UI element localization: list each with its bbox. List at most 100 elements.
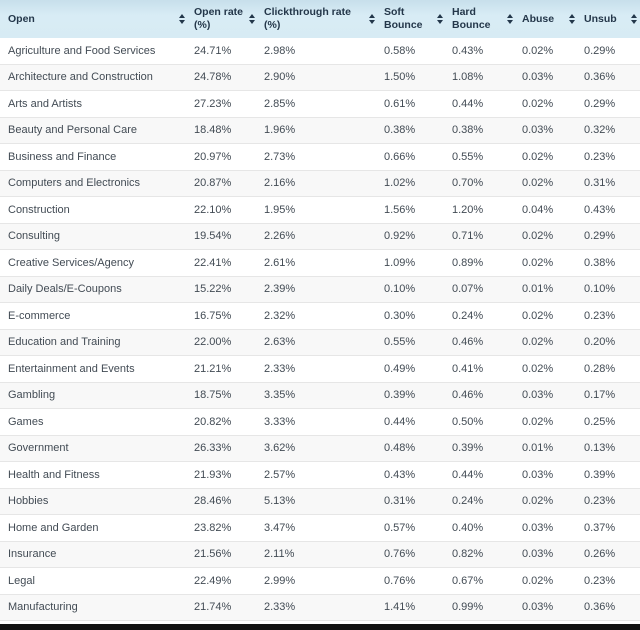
column-header-soft-bounce[interactable]: Soft Bounce (378, 0, 446, 38)
industry-name-cell: Education and Training (0, 329, 188, 356)
column-header-open-rate[interactable]: Open rate (%) (188, 0, 258, 38)
sort-icon[interactable] (631, 14, 637, 24)
abuse-cell: 0.03% (516, 382, 578, 409)
soft-bounce-cell: 0.55% (378, 329, 446, 356)
sort-icon[interactable] (569, 14, 575, 24)
hard-bounce-cell: 0.99% (446, 594, 516, 621)
sort-icon[interactable] (179, 14, 185, 24)
table-row: Creative Services/Agency 22.41% 2.61% 1.09%… (0, 249, 640, 277)
table-row: Architecture and Construction 24.78% 2.90%… (0, 64, 640, 91)
column-header-clickthrough-rate[interactable]: Clickthrough rate (%) (258, 0, 378, 38)
table-body: Agriculture and Food Services 24.71% 2.98%… (0, 38, 640, 621)
table-row: E-commerce 16.75% 2.32% 0.30% 0.24% 0.02% 0.23… (0, 302, 640, 330)
abuse-cell: 0.01% (516, 435, 578, 462)
column-label: Abuse (522, 12, 555, 25)
soft-bounce-cell: 0.43% (378, 461, 446, 489)
unsub-cell: 0.36% (578, 594, 640, 621)
clickthrough-rate-cell: 1.95% (258, 196, 378, 224)
table-row: Hobbies 28.46% 5.13% 0.31% 0.24% 0.02% 0.23% (0, 488, 640, 515)
abuse-cell: 0.02% (516, 143, 578, 171)
open-rate-cell: 16.75% (188, 302, 258, 330)
clickthrough-rate-cell: 2.85% (258, 90, 378, 118)
table-row: Gambling 18.75% 3.35% 0.39% 0.46% 0.03% 0.17% (0, 382, 640, 409)
open-rate-cell: 22.10% (188, 196, 258, 224)
unsub-cell: 0.25% (578, 408, 640, 436)
clickthrough-rate-cell: 2.11% (258, 541, 378, 568)
table-row: Daily Deals/E-Coupons 15.22% 2.39% 0.10% 0.0… (0, 276, 640, 303)
hard-bounce-cell: 0.82% (446, 541, 516, 568)
table-row: Entertainment and Events 21.21% 2.33% 0.49%… (0, 355, 640, 383)
soft-bounce-cell: 1.09% (378, 249, 446, 277)
open-rate-cell: 21.93% (188, 461, 258, 489)
clickthrough-rate-cell: 2.61% (258, 249, 378, 277)
industry-name-cell: Consulting (0, 223, 188, 250)
clickthrough-rate-cell: 3.33% (258, 408, 378, 436)
sort-icon[interactable] (507, 14, 513, 24)
column-header-unsub[interactable]: Unsub (578, 0, 640, 38)
industry-name-cell: Computers and Electronics (0, 170, 188, 197)
industry-name-cell: Government (0, 435, 188, 462)
unsub-cell: 0.26% (578, 541, 640, 568)
abuse-cell: 0.02% (516, 355, 578, 383)
open-rate-cell: 22.41% (188, 249, 258, 277)
abuse-cell: 0.02% (516, 329, 578, 356)
abuse-cell: 0.02% (516, 249, 578, 277)
hard-bounce-cell: 0.46% (446, 382, 516, 409)
column-label: Hard Bounce (452, 6, 491, 31)
column-header-open[interactable]: Open (0, 0, 188, 38)
industry-name-cell: Health and Fitness (0, 461, 188, 489)
soft-bounce-cell: 0.61% (378, 90, 446, 118)
unsub-cell: 0.29% (578, 223, 640, 250)
soft-bounce-cell: 1.50% (378, 64, 446, 91)
table-row: Government 26.33% 3.62% 0.48% 0.39% 0.01% 0.13… (0, 435, 640, 462)
industry-name-cell: Beauty and Personal Care (0, 117, 188, 144)
clickthrough-rate-cell: 2.57% (258, 461, 378, 489)
table-row: Agriculture and Food Services 24.71% 2.98%… (0, 38, 640, 65)
bottom-dark-bar (0, 624, 640, 630)
table-row: Arts and Artists 27.23% 2.85% 0.61% 0.44% 0.0… (0, 90, 640, 118)
column-label: Soft Bounce (384, 6, 423, 31)
industry-name-cell: Daily Deals/E-Coupons (0, 276, 188, 303)
column-header-hard-bounce[interactable]: Hard Bounce (446, 0, 516, 38)
sort-icon[interactable] (437, 14, 443, 24)
clickthrough-rate-cell: 3.35% (258, 382, 378, 409)
open-rate-cell: 28.46% (188, 488, 258, 515)
open-rate-cell: 21.74% (188, 594, 258, 621)
soft-bounce-cell: 0.76% (378, 567, 446, 595)
abuse-cell: 0.02% (516, 408, 578, 436)
abuse-cell: 0.02% (516, 223, 578, 250)
soft-bounce-cell: 0.30% (378, 302, 446, 330)
soft-bounce-cell: 1.56% (378, 196, 446, 224)
industry-name-cell: Construction (0, 196, 188, 224)
open-rate-cell: 23.82% (188, 514, 258, 542)
open-rate-cell: 20.87% (188, 170, 258, 197)
clickthrough-rate-cell: 2.98% (258, 38, 378, 65)
table-header: Open Open rate (%) Clickthrough rate (%) (0, 0, 640, 38)
table-row: Insurance 21.56% 2.11% 0.76% 0.82% 0.03% 0.26% (0, 541, 640, 568)
abuse-cell: 0.03% (516, 541, 578, 568)
table-row: Construction 22.10% 1.95% 1.56% 1.20% 0.04% 0.… (0, 196, 640, 224)
clickthrough-rate-cell: 3.62% (258, 435, 378, 462)
unsub-cell: 0.23% (578, 302, 640, 330)
abuse-cell: 0.03% (516, 117, 578, 144)
open-rate-cell: 20.97% (188, 143, 258, 171)
table-row: Health and Fitness 21.93% 2.57% 0.43% 0.44% 0… (0, 461, 640, 489)
unsub-cell: 0.23% (578, 567, 640, 595)
unsub-cell: 0.13% (578, 435, 640, 462)
column-header-abuse[interactable]: Abuse (516, 0, 578, 38)
industry-name-cell: Insurance (0, 541, 188, 568)
hard-bounce-cell: 0.38% (446, 117, 516, 144)
unsub-cell: 0.38% (578, 249, 640, 277)
industry-name-cell: Business and Finance (0, 143, 188, 171)
hard-bounce-cell: 0.24% (446, 488, 516, 515)
column-label: Unsub (584, 12, 617, 25)
soft-bounce-cell: 0.31% (378, 488, 446, 515)
soft-bounce-cell: 0.57% (378, 514, 446, 542)
sort-icon[interactable] (369, 14, 375, 24)
abuse-cell: 0.02% (516, 488, 578, 515)
soft-bounce-cell: 0.58% (378, 38, 446, 65)
abuse-cell: 0.02% (516, 567, 578, 595)
abuse-cell: 0.03% (516, 514, 578, 542)
sort-icon[interactable] (249, 14, 255, 24)
